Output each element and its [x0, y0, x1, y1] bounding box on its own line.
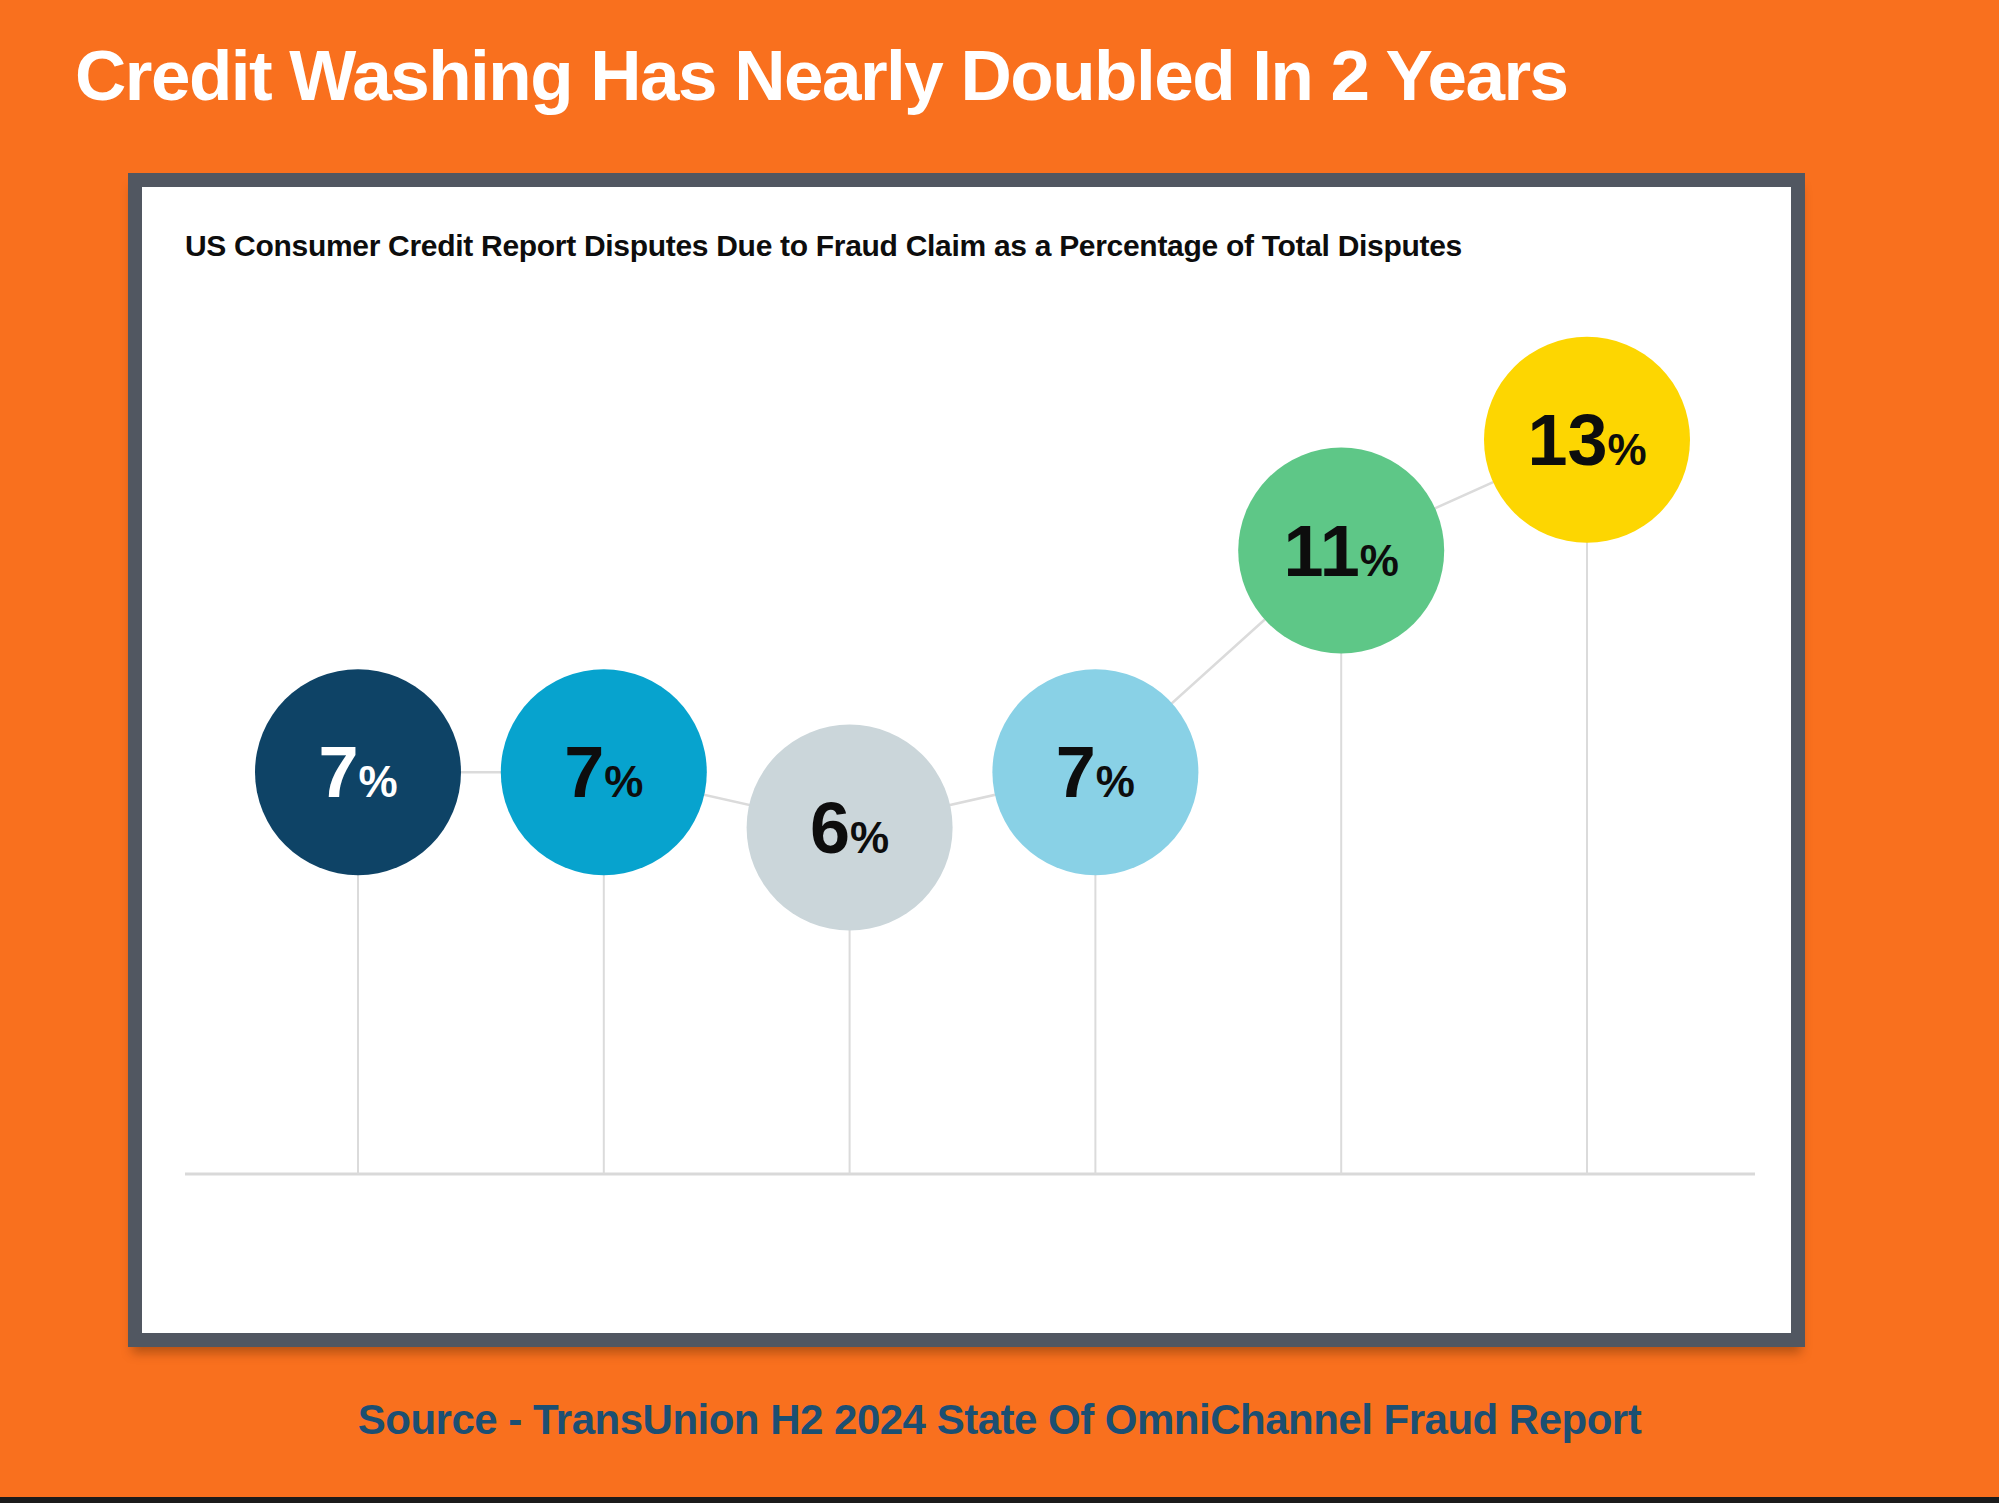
chart-subtitle: US Consumer Credit Report Disputes Due t…: [185, 229, 1745, 263]
bottom-edge-bar: [0, 1497, 1999, 1503]
bubble-line-chart: 7%7%6%7%11%13%: [142, 187, 1791, 1333]
chart-panel: 7%7%6%7%11%13% US Consumer Credit Report…: [128, 173, 1805, 1347]
source-caption: Source - TransUnion H2 2024 State Of Omn…: [0, 1396, 1999, 1444]
infographic-canvas: Credit Washing Has Nearly Doubled In 2 Y…: [0, 0, 1999, 1503]
page-title: Credit Washing Has Nearly Doubled In 2 Y…: [75, 38, 1935, 115]
